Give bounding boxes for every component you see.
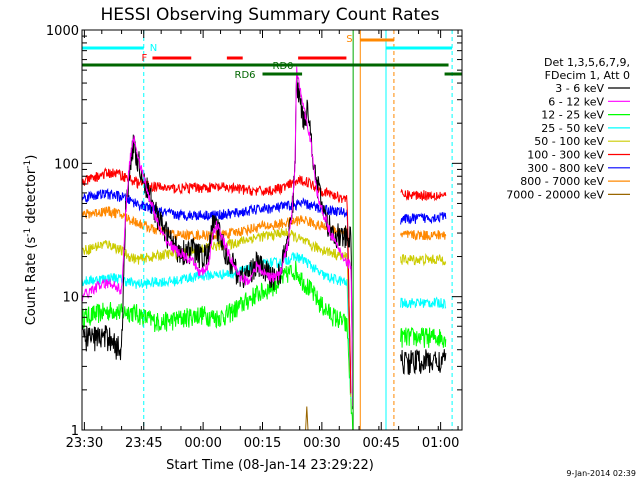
bar-label-S: S [346,34,352,45]
y-axis-label: Count Rate (s-1 detector-1) [23,155,39,326]
legend-entry-1: 6 - 12 keV [548,95,604,108]
series-line-8 [305,406,309,431]
series-line-4-b [400,252,447,267]
y-axis-label-main: Count Rate (s [24,237,39,326]
series-line-7 [81,206,352,395]
legend-header-0: Det 1,3,5,6,7,9, [544,56,630,69]
y-tick-label-2: 100 [54,157,79,172]
footer-date: 9-Jan-2014 02:39 [566,469,636,478]
bar-label-RD0: RD0 [273,61,294,72]
series-layer [81,66,447,431]
series-line-0 [81,73,354,410]
legend-entry-3: 25 - 50 keV [541,122,604,135]
legend: Det 1,3,5,6,7,9,FDecim 1, Att 03 - 6 keV… [506,56,630,201]
series-line-5 [81,167,352,393]
legend-entry-7: 800 - 7000 keV [520,175,604,188]
legend-header-1: FDecim 1, Att 0 [545,69,630,82]
plot-frame [81,29,463,431]
legend-entry-8: 7000 - 20000 keV [506,188,604,201]
y-axis-label-mid: detector [24,168,39,228]
x-tick-label-1: 23:45 [125,436,162,451]
x-tick-label-0: 23:30 [66,436,103,451]
series-line-3-b [400,296,447,310]
legend-entry-2: 12 - 25 keV [541,109,604,122]
x-tick-label-3: 00:15 [244,436,281,451]
series-line-2 [81,260,354,431]
y-axis-label-end: ) [24,155,39,160]
series-line-7-b [400,229,447,241]
series-line-6-b [400,211,447,225]
series-line-3 [81,251,352,399]
bar-label-RD6: RD6 [235,70,256,81]
legend-entry-6: 300 - 800 keV [527,162,604,175]
x-tick-label-5: 00:45 [363,436,400,451]
series-line-2-b [400,326,447,348]
x-tick-label-2: 00:00 [184,436,221,451]
series-line-0-b [400,349,447,376]
legend-entry-4: 50 - 100 keV [534,135,604,148]
series-line-5-b [400,188,447,202]
chart-title: HESSI Observing Summary Count Rates [100,5,439,25]
axes-layer: 23:30 23:45 00:00 00:15 00:30 00:45 01:00 1 10 10… [46,24,463,451]
x-tick-label-6: 01:00 [422,436,459,451]
y-tick-label-0: 1 [71,424,79,439]
y-tick-label-1: 10 [62,291,79,306]
x-tick-label-4: 00:30 [303,436,340,451]
overlay-layer: NF RD0 RD6 S [82,30,462,430]
y-axis-label-sup2: -1 [23,160,33,169]
legend-entry-0: 3 - 6 keV [555,82,604,95]
y-tick-label-3: 1000 [46,24,79,39]
x-axis-label: Start Time (08-Jan-14 23:29:22) [166,458,374,473]
series-line-4 [81,228,352,398]
y-axis-label-sup1: -1 [23,228,33,237]
legend-entry-5: 100 - 300 keV [527,149,604,162]
series-line-1 [81,66,354,407]
bar-label-N: N [150,43,157,54]
bar-label-F: F [141,53,147,64]
